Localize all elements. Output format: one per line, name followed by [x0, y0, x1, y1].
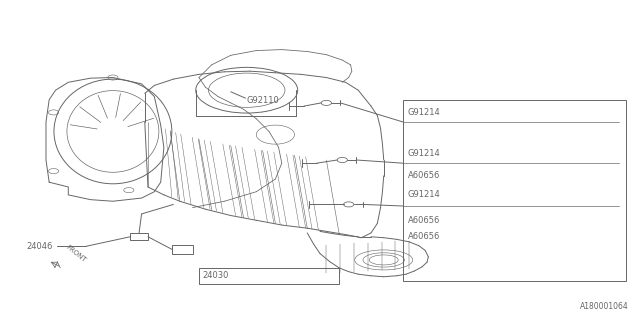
Text: A60656: A60656: [408, 172, 440, 180]
Text: FRONT: FRONT: [65, 244, 88, 264]
Bar: [199, 268, 339, 284]
Text: A60656: A60656: [408, 232, 440, 241]
Bar: [403, 100, 626, 281]
Text: G91214: G91214: [408, 190, 441, 199]
Text: A180001064: A180001064: [580, 302, 629, 311]
Bar: [130, 233, 148, 240]
Text: A60656: A60656: [408, 216, 440, 225]
Text: G92110: G92110: [246, 96, 280, 105]
Text: 24046: 24046: [27, 242, 53, 251]
Text: 24030: 24030: [202, 271, 228, 280]
Bar: [172, 245, 193, 254]
Text: G91214: G91214: [408, 149, 441, 158]
Text: G91214: G91214: [408, 108, 441, 117]
